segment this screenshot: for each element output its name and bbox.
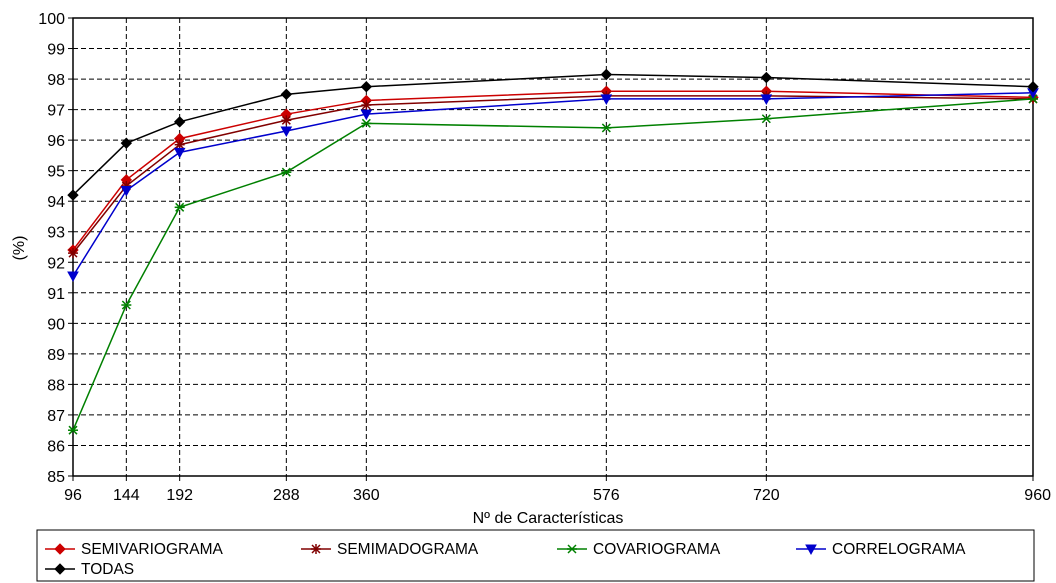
data-point — [68, 248, 78, 259]
x-tick-label: 960 — [1024, 487, 1051, 504]
series-line — [72, 95, 1034, 254]
legend-entry: SEMIVARIOGRAMA — [45, 541, 223, 558]
data-point — [67, 271, 79, 283]
data-point — [760, 71, 773, 84]
x-tick-label: 288 — [273, 487, 300, 504]
data-point — [600, 68, 613, 81]
legend-entry: TODAS — [45, 561, 134, 578]
x-tick-label: 576 — [593, 487, 620, 504]
y-axis-ticks: 85 86 87 88 89 90 91 92 93 94 95 96 97 98 99 100 — [38, 11, 73, 486]
x-tick-label: 144 — [113, 487, 140, 504]
data-point — [280, 126, 293, 138]
y-axis-title: (%) — [11, 236, 28, 261]
data-point — [601, 123, 612, 133]
legend-marker — [805, 544, 817, 556]
data-point — [174, 202, 185, 212]
data-point — [121, 300, 132, 310]
data-point — [1028, 94, 1038, 104]
data-point — [174, 139, 185, 150]
y-tick-label: 88 — [47, 377, 65, 394]
y-tick-label: 89 — [47, 347, 65, 364]
data-point — [281, 115, 292, 126]
y-tick-label: 93 — [47, 225, 65, 242]
y-tick-label: 95 — [47, 164, 65, 181]
data-point — [67, 189, 79, 201]
legend-marker — [311, 544, 321, 554]
legend-entry: SEMIMADOGRAMA — [301, 541, 479, 558]
legend-label: COVARIOGRAMA — [593, 541, 721, 558]
grid-lines — [73, 18, 1033, 476]
y-tick-label: 86 — [47, 438, 65, 455]
series-line — [72, 98, 1034, 431]
series-semimadograma — [68, 90, 1038, 259]
x-tick-label: 360 — [353, 487, 380, 504]
y-tick-label: 100 — [38, 11, 65, 28]
data-point — [173, 116, 186, 128]
data-point — [760, 94, 773, 105]
legend-box — [36, 529, 1035, 582]
series-line — [72, 92, 1034, 277]
data-point — [173, 147, 186, 159]
y-tick-label: 90 — [47, 316, 65, 333]
legend-marker — [54, 543, 66, 555]
data-point — [280, 88, 293, 101]
data-point — [1027, 80, 1039, 93]
data-point — [281, 167, 292, 177]
series-line — [72, 73, 1034, 196]
plot-area-frame — [72, 17, 1034, 477]
data-point — [120, 186, 133, 197]
y-tick-label: 98 — [47, 72, 65, 89]
legend-label: SEMIMADOGRAMA — [337, 541, 479, 558]
x-tick-label: 96 — [64, 487, 82, 504]
y-tick-label: 87 — [47, 408, 65, 425]
data-point — [761, 114, 772, 124]
legend-entry: COVARIOGRAMA — [557, 541, 721, 558]
series-covariograma — [68, 94, 1038, 435]
data-point — [68, 425, 78, 435]
series-line — [72, 90, 1034, 251]
data-point — [600, 94, 613, 105]
y-tick-label: 85 — [47, 469, 65, 486]
data-point — [361, 118, 372, 128]
series-correlograma — [67, 88, 1039, 283]
legend-entry: CORRELOGRAMA — [796, 541, 966, 558]
legend-label: TODAS — [81, 561, 134, 578]
y-tick-label: 92 — [47, 255, 65, 272]
x-tick-label: 192 — [166, 487, 193, 504]
legend-marker — [567, 544, 577, 554]
data-point — [361, 100, 372, 111]
series-todas — [67, 68, 1039, 201]
y-tick-label: 91 — [47, 286, 65, 303]
legend-label: SEMIVARIOGRAMA — [81, 541, 223, 558]
legend-label: CORRELOGRAMA — [832, 541, 966, 558]
y-tick-label: 99 — [47, 42, 65, 59]
y-tick-label: 94 — [47, 194, 65, 211]
x-axis-ticks: 96 144 192 288 360 576 720 960 — [64, 476, 1051, 504]
x-axis-title: Nº de Características — [473, 510, 624, 527]
legend-marker — [54, 563, 66, 575]
y-tick-label: 97 — [47, 103, 65, 120]
legend: SEMIVARIOGRAMA SEMIMADOGRAMA COVARIOGRAMA C… — [45, 541, 966, 578]
series-group — [67, 68, 1039, 435]
data-point — [360, 109, 373, 121]
data-point — [120, 137, 133, 149]
x-tick-label: 720 — [753, 487, 780, 504]
data-point — [360, 80, 373, 93]
y-tick-label: 96 — [47, 133, 65, 150]
